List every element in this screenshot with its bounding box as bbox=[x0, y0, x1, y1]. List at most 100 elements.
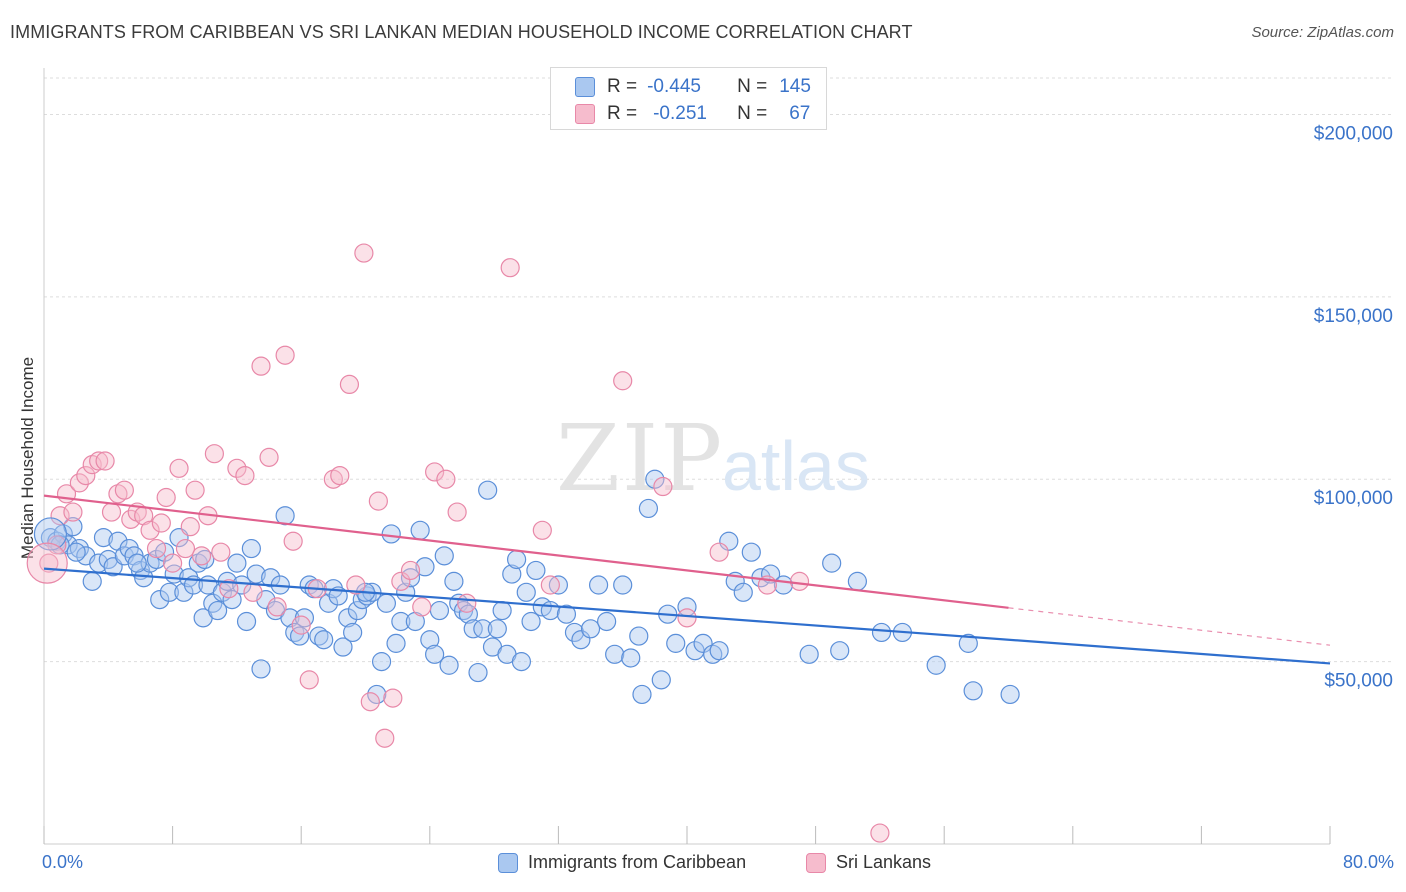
r-value: -0.251 bbox=[653, 103, 707, 124]
point-caribbean bbox=[571, 630, 591, 650]
point-caribbean bbox=[371, 652, 392, 672]
point-srilankan bbox=[299, 670, 319, 690]
point-caribbean bbox=[391, 611, 411, 632]
point-caribbean bbox=[347, 600, 368, 621]
point-srilankan bbox=[613, 371, 633, 391]
point-srilankan bbox=[169, 458, 189, 478]
point-srilankan bbox=[163, 553, 183, 573]
point-caribbean bbox=[629, 626, 649, 646]
point-srilankan bbox=[156, 487, 176, 508]
trendline-srilankan bbox=[43, 494, 1009, 609]
point-caribbean bbox=[251, 659, 271, 679]
n-label: N = bbox=[737, 103, 768, 124]
point-caribbean bbox=[709, 641, 729, 661]
legend-label: Immigrants from Caribbean bbox=[528, 852, 747, 872]
point-srilankan bbox=[50, 506, 70, 526]
point-caribbean bbox=[516, 582, 536, 602]
point-srilankan bbox=[82, 455, 102, 475]
point-caribbean bbox=[241, 538, 261, 559]
point-srilankan bbox=[383, 688, 403, 708]
point-srilankan bbox=[330, 465, 350, 486]
y-tick-label: $200,000 bbox=[1314, 123, 1393, 144]
point-caribbean bbox=[367, 684, 387, 705]
point-caribbean bbox=[314, 630, 334, 650]
point-caribbean bbox=[318, 593, 339, 613]
point-caribbean bbox=[645, 469, 665, 489]
point-caribbean bbox=[605, 644, 625, 664]
point-srilankan bbox=[251, 356, 271, 376]
point-caribbean bbox=[1000, 684, 1020, 705]
point-srilankan bbox=[323, 469, 343, 489]
point-caribbean bbox=[958, 633, 978, 653]
point-srilankan bbox=[175, 538, 196, 559]
point-srilankan bbox=[114, 480, 134, 500]
source-note: Source: ZipAtlas.com bbox=[1251, 24, 1394, 41]
point-srilankan bbox=[243, 582, 263, 602]
point-caribbean bbox=[733, 582, 753, 602]
point-srilankan bbox=[436, 469, 456, 489]
point-caribbean bbox=[222, 590, 242, 610]
point-caribbean bbox=[333, 637, 353, 657]
point-srilankan bbox=[63, 502, 83, 522]
point-caribbean bbox=[246, 564, 266, 584]
point-caribbean bbox=[69, 538, 89, 559]
srilankan-legend-icon bbox=[806, 852, 826, 873]
legend: Immigrants from Caribbean Sri Lankans bbox=[0, 852, 1406, 878]
stats-row-srilankan: R = -0.251 N = 67 bbox=[575, 101, 810, 127]
point-caribbean bbox=[232, 575, 252, 595]
point-caribbean bbox=[799, 644, 819, 664]
point-srilankan bbox=[677, 608, 697, 628]
r-value: -0.445 bbox=[647, 76, 701, 97]
point-srilankan bbox=[375, 728, 395, 748]
point-caribbean bbox=[343, 622, 363, 643]
point-caribbean bbox=[195, 549, 215, 570]
point-srilankan bbox=[346, 575, 366, 595]
x-axis-max-label: 80.0% bbox=[1342, 852, 1394, 872]
point-srilankan bbox=[267, 597, 287, 617]
point-srilankan bbox=[391, 571, 411, 591]
point-srilankan bbox=[151, 513, 171, 533]
point-srilankan bbox=[457, 593, 477, 613]
point-srilankan bbox=[108, 484, 128, 504]
point-caribbean bbox=[847, 571, 867, 591]
point-caribbean bbox=[429, 600, 450, 621]
watermark-atlas: atlas bbox=[722, 427, 870, 505]
point-caribbean bbox=[376, 593, 396, 613]
n-value: 145 bbox=[779, 76, 811, 97]
legend-item-srilankan[interactable]: Sri Lankans bbox=[806, 852, 931, 873]
point-caribbean bbox=[381, 524, 401, 544]
srilankan-swatch-icon bbox=[575, 104, 595, 124]
point-caribbean bbox=[507, 549, 527, 570]
point-srilankan bbox=[227, 458, 247, 478]
point-caribbean bbox=[703, 644, 723, 664]
stats-box: R = -0.445 N = 145 R = -0.251 N = 67 bbox=[550, 67, 827, 130]
point-caribbean bbox=[871, 622, 892, 643]
point-srilankan bbox=[76, 465, 96, 486]
point-srilankan bbox=[412, 597, 432, 617]
point-caribbean bbox=[159, 582, 179, 602]
n-value: 67 bbox=[789, 103, 811, 124]
point-srilankan bbox=[146, 538, 167, 559]
point-srilankan bbox=[235, 465, 255, 486]
point-caribbean bbox=[410, 520, 430, 540]
point-srilankan bbox=[180, 517, 200, 537]
point-caribbean bbox=[548, 575, 569, 595]
watermark-zip: ZIP bbox=[556, 405, 724, 512]
x-axis-min-label: 0.0% bbox=[42, 852, 84, 872]
point-caribbean bbox=[963, 681, 983, 701]
legend-item-caribbean[interactable]: Immigrants from Caribbean bbox=[498, 852, 746, 873]
point-caribbean bbox=[261, 568, 281, 588]
point-srilankan bbox=[291, 615, 311, 635]
point-caribbean bbox=[666, 633, 686, 653]
point-caribbean bbox=[208, 600, 228, 621]
point-caribbean bbox=[741, 542, 761, 562]
point-srilankan bbox=[400, 560, 421, 581]
point-srilankan bbox=[532, 520, 552, 540]
point-caribbean bbox=[415, 557, 435, 577]
point-srilankan bbox=[89, 451, 109, 471]
point-caribbean bbox=[236, 611, 257, 632]
point-srilankan bbox=[789, 571, 810, 591]
point-caribbean bbox=[127, 553, 147, 573]
point-caribbean bbox=[638, 498, 659, 519]
